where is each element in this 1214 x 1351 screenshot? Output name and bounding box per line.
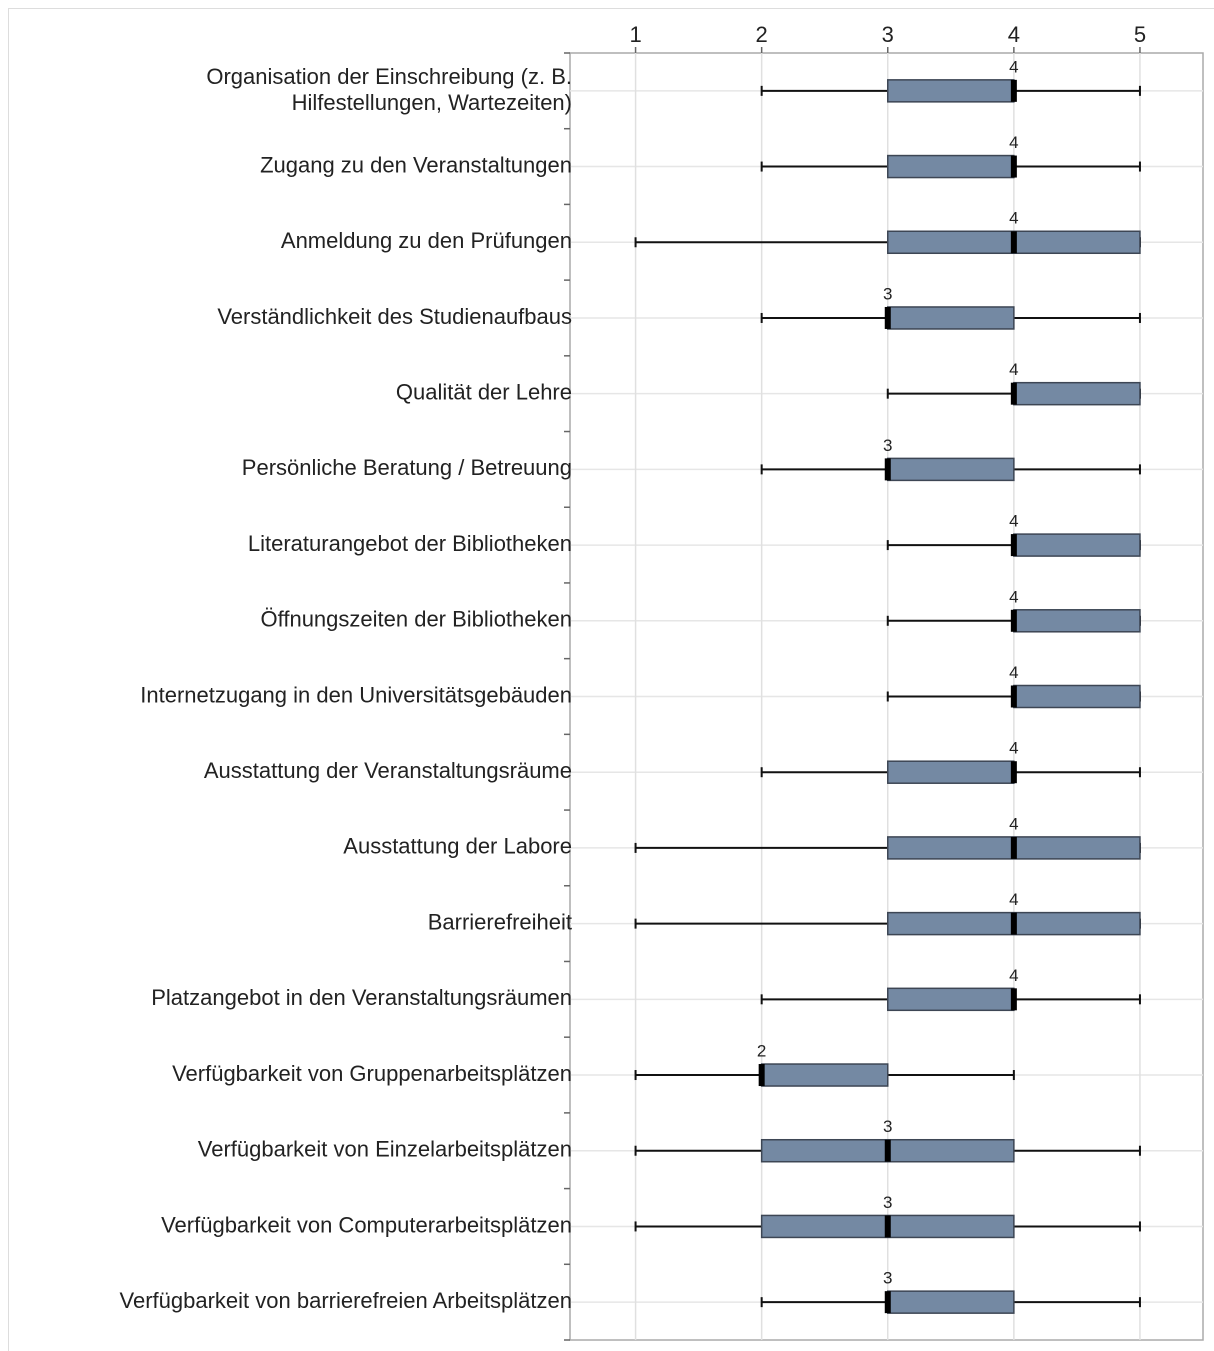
box [760,1063,889,1087]
median [758,1064,765,1087]
median-label: 4 [1009,57,1018,76]
box [887,457,1015,482]
y-tick-label: Anmeldung zu den Prüfungen [281,228,572,253]
box [887,154,1015,179]
box [1013,381,1141,406]
median [884,1139,891,1162]
x-tick-label: 1 [629,22,641,47]
x-tick-label: 3 [882,22,894,47]
median-label: 4 [1009,587,1018,606]
median-label: 4 [1009,512,1018,531]
median [1010,79,1017,102]
y-tick-label: Verständlichkeit des Studienaufbaus [217,304,572,329]
y-tick-label: Öffnungszeiten der Bibliotheken [261,607,572,632]
median [1010,231,1017,254]
y-tick-label: Barrierefreiheit [428,909,572,934]
median-label: 4 [1009,966,1018,985]
y-tick-label: Literaturangebot der Bibliotheken [248,531,572,556]
y-tick-label: Organisation der Einschreibung (z. B. Hil… [206,64,572,115]
median-label: 3 [883,1117,892,1136]
median-label: 3 [883,1193,892,1212]
y-tick-label: Ausstattung der Veranstaltungsräume [204,758,572,783]
median [1010,988,1017,1011]
label-line: Hilfestellungen, Wartezeiten) [292,90,572,115]
y-tick-label: Verfügbarkeit von barrierefreien Arbeits… [120,1288,572,1313]
median-label: 2 [757,1042,766,1061]
y-tick-label: Persönliche Beratung / Betreuung [242,455,572,480]
box [1013,684,1141,709]
median [1010,761,1017,784]
x-tick-label: 2 [756,22,768,47]
frame [8,8,1214,1351]
median-label: 3 [883,1269,892,1288]
y-tick-label: Platzangebot in den Veranstaltungsräumen [151,985,572,1010]
label-line: Organisation der Einschreibung (z. B. [206,64,572,89]
median [884,306,891,329]
median-label: 3 [883,284,892,303]
median [1010,609,1017,632]
x-tick-label: 4 [1008,22,1020,47]
median-label: 4 [1009,814,1018,833]
median-label: 4 [1009,890,1018,909]
box [887,987,1015,1012]
median-label: 3 [883,436,892,455]
y-tick-label: Ausstattung der Labore [343,834,572,859]
median [884,458,891,481]
median [1010,382,1017,405]
box [887,306,1015,330]
y-tick-label: Zugang zu den Veranstaltungen [260,152,572,177]
median [1010,155,1017,178]
median [1010,912,1017,935]
box [1013,533,1141,557]
y-tick-label: Verfügbarkeit von Einzelarbeitsplätzen [198,1137,572,1162]
box [887,760,1015,784]
y-tick-label: Verfügbarkeit von Gruppenarbeitsplätzen [172,1061,572,1086]
median-label: 4 [1009,209,1018,228]
y-tick-label: Verfügbarkeit von Computerarbeitsplätzen [161,1212,572,1237]
x-tick-label: 5 [1134,22,1146,47]
median-label: 4 [1009,133,1018,152]
box [887,79,1015,103]
median [1010,685,1017,708]
median [884,1215,891,1238]
y-tick-label: Internetzugang in den Universitätsgebäud… [140,682,572,707]
median [884,1291,891,1314]
y-tick-label: Qualität der Lehre [396,379,572,404]
median-label: 4 [1009,739,1018,758]
median-label: 4 [1009,360,1018,379]
median [1010,836,1017,859]
median-label: 4 [1009,663,1018,682]
box [1013,609,1141,633]
box [887,1290,1015,1314]
median [1010,534,1017,557]
